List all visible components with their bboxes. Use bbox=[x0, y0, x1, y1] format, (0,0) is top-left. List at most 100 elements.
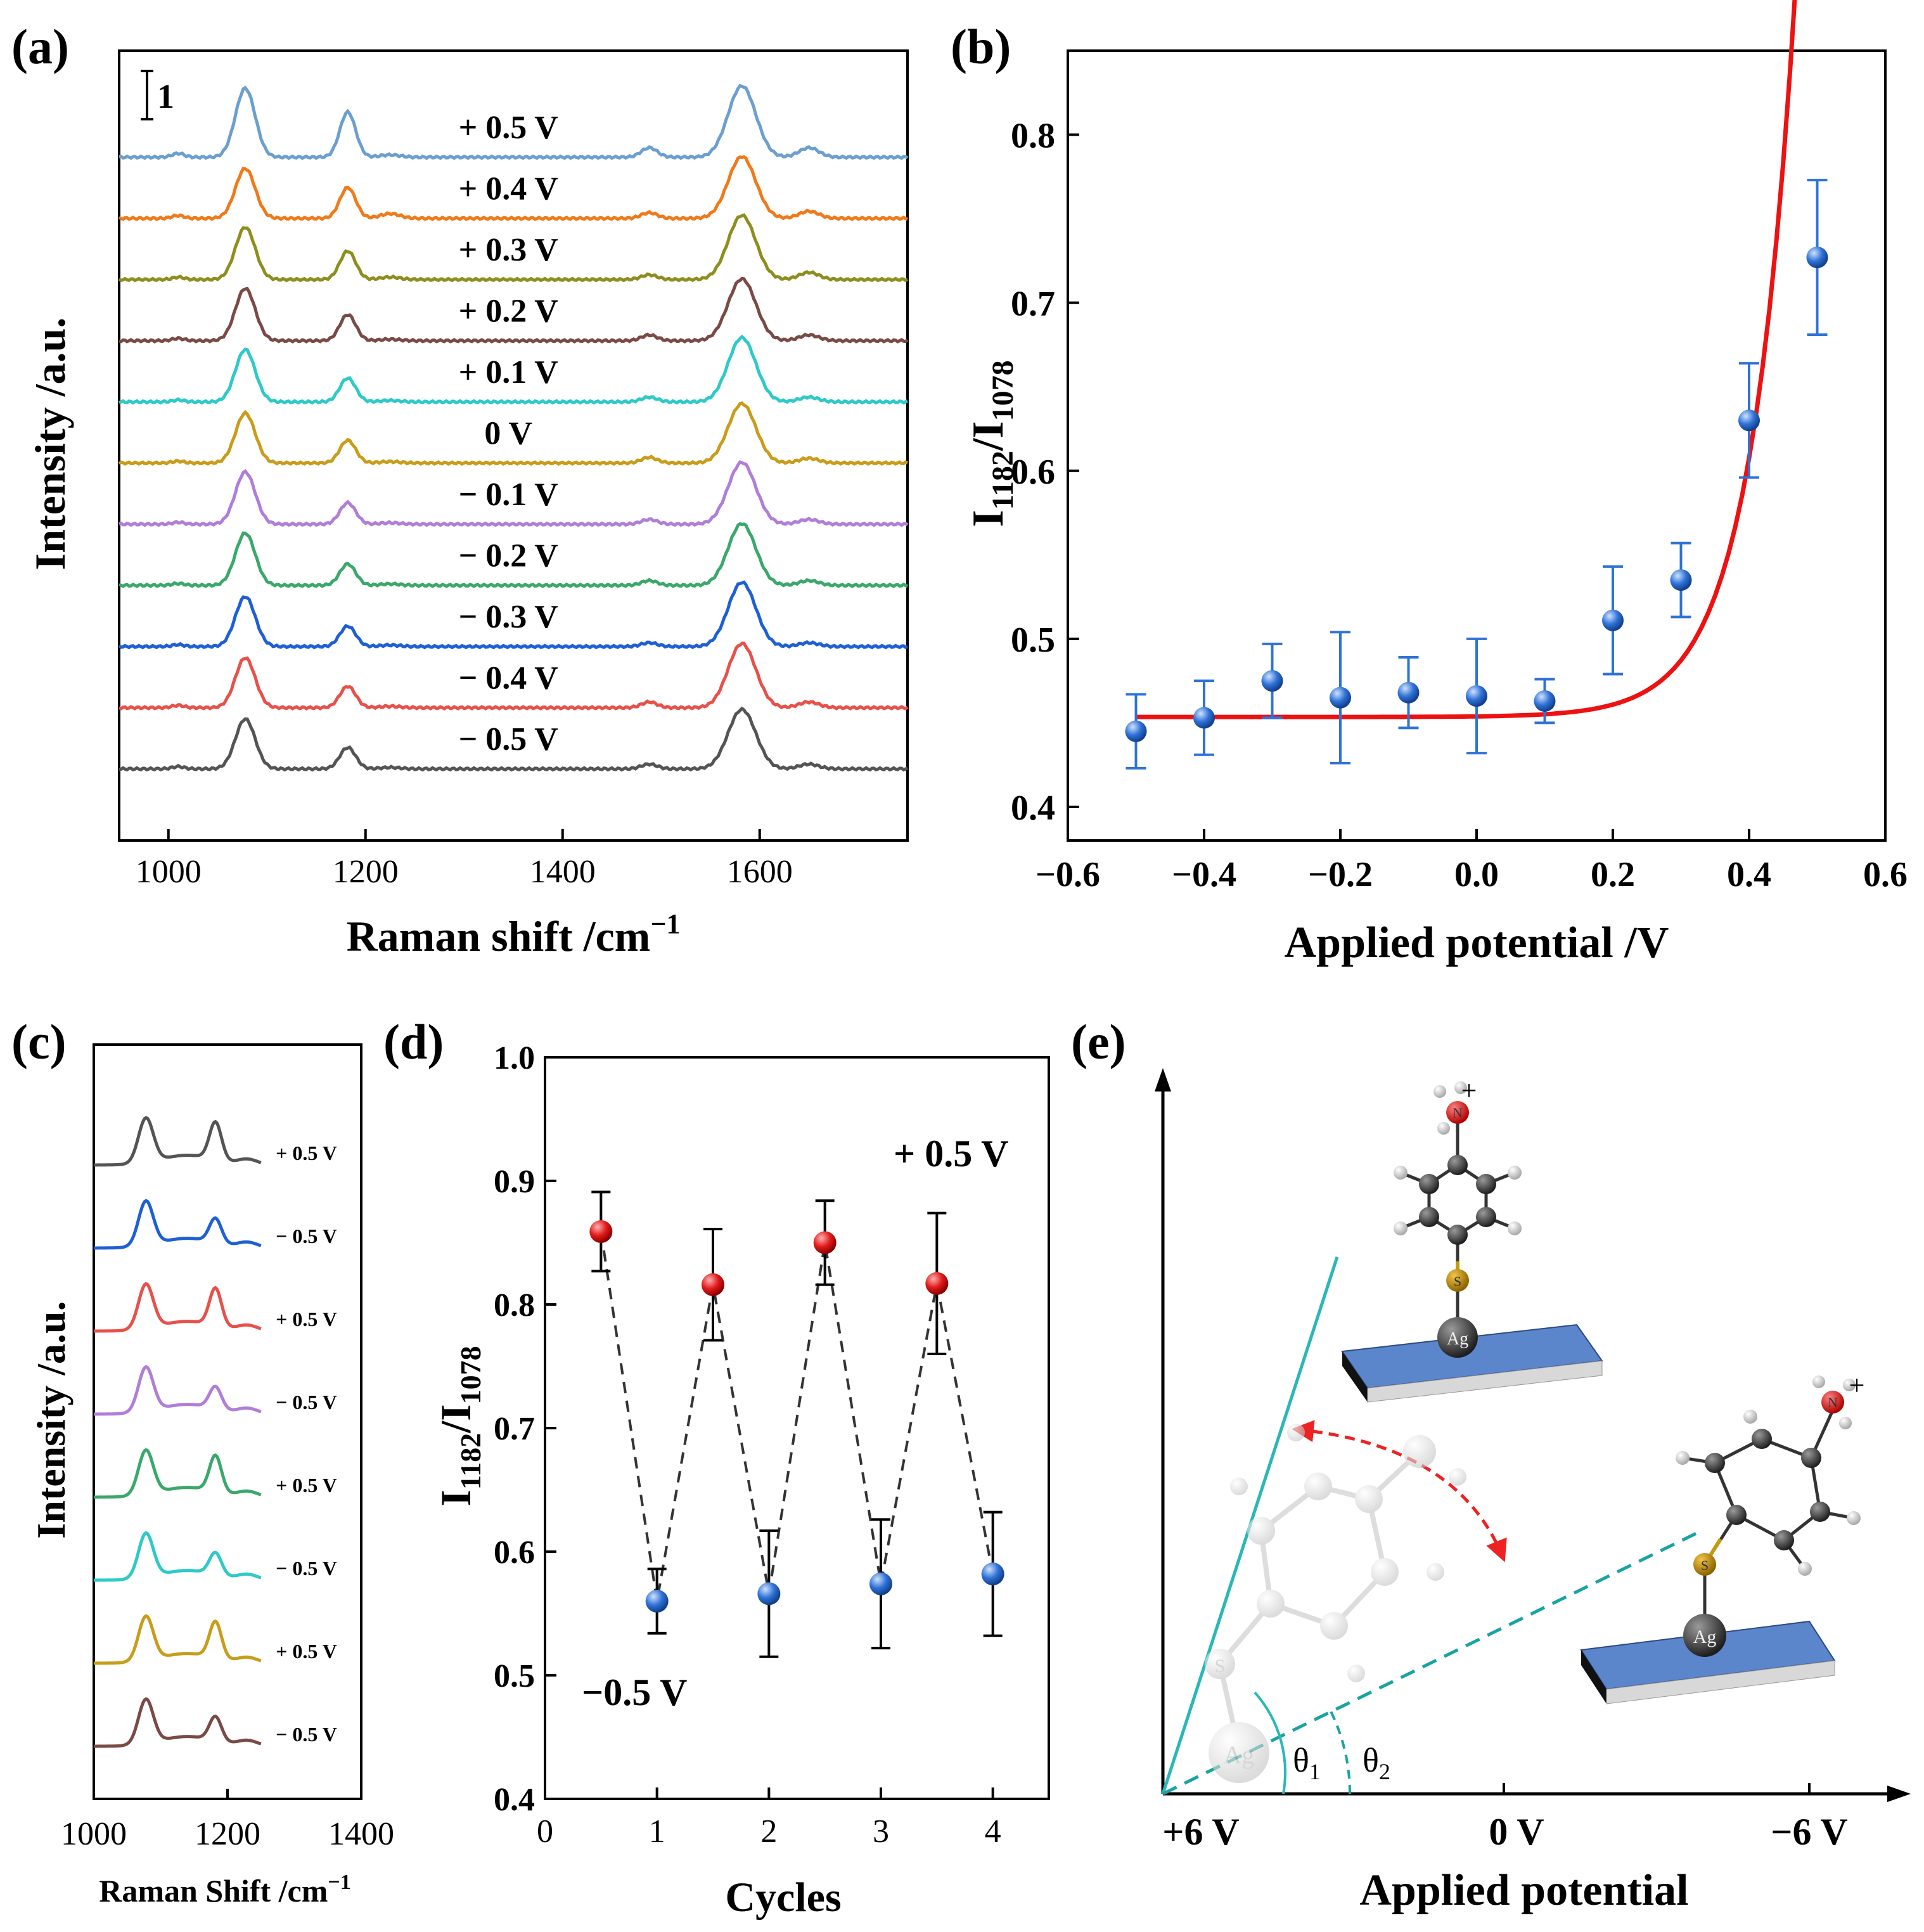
c-spectrum-label-1: − 0.5 V bbox=[276, 1225, 337, 1247]
d-ytick-label-5: 0.9 bbox=[494, 1164, 535, 1200]
spectrum-label-7: − 0.2 V bbox=[459, 538, 558, 574]
spectrum-label-10: − 0.5 V bbox=[459, 721, 558, 757]
a-xtick-label-1: 1200 bbox=[333, 854, 399, 890]
spectrum-label-0: + 0.5 V bbox=[459, 110, 558, 146]
d-data-point-7 bbox=[981, 1562, 1004, 1586]
theta1-arc bbox=[1254, 1691, 1287, 1794]
b-ytick-label-4: 0.8 bbox=[1011, 117, 1055, 156]
spectrum-label-5: 0 V bbox=[484, 416, 532, 452]
panel-label-c: (c) bbox=[11, 1014, 67, 1069]
d-data-point-2 bbox=[702, 1273, 724, 1296]
c-spectrum-label-7: − 0.5 V bbox=[276, 1723, 337, 1746]
c-spectrum-label-4: + 0.5 V bbox=[276, 1474, 337, 1497]
panel-a-spectra: + 0.5 V + 0.4 V + 0.3 V + 0.2 V + 0.1 V 0 V − … bbox=[26, 49, 909, 960]
c-spectrum-label-3: − 0.5 V bbox=[276, 1391, 337, 1414]
upright-molecule: Ag S N + bbox=[1341, 1075, 1603, 1403]
spectrum-curve-3 bbox=[119, 276, 909, 344]
panel-a-ylabel: Intensity /a.u. bbox=[26, 318, 74, 570]
b-data-point-1 bbox=[1193, 707, 1215, 729]
spectrum-curve-10 bbox=[119, 706, 909, 772]
c-spectrum-label-6: + 0.5 V bbox=[276, 1640, 337, 1663]
panel-label-b: (b) bbox=[951, 19, 1011, 74]
spectrum-curve-8 bbox=[118, 580, 908, 650]
scale-bar: 1 bbox=[141, 70, 174, 120]
upright-s-label: S bbox=[1454, 1273, 1461, 1289]
panel-d-ylabel: I1182/I1078 bbox=[432, 1346, 487, 1506]
b-data-point-10 bbox=[1806, 247, 1828, 269]
schematic-x-arrowhead bbox=[1887, 1786, 1911, 1802]
schematic-xlabel: Applied potential bbox=[1359, 1866, 1688, 1915]
ghost-s-label: S bbox=[1215, 1656, 1226, 1677]
b-xtick-label-4: 0.2 bbox=[1591, 855, 1635, 894]
tilted-molecule: Ag S N + bbox=[1580, 1370, 1864, 1704]
panel-a-xlabel: Raman shift /cm−1 bbox=[347, 908, 681, 960]
spectrum-curve-7 bbox=[119, 522, 909, 588]
c-spectrum-curve-3 bbox=[94, 1365, 262, 1416]
d-ytick-label-2: 0.6 bbox=[494, 1535, 535, 1571]
spectrum-label-4: + 0.1 V bbox=[459, 354, 558, 390]
panel-c-cycling-spectra: + 0.5 V − 0.5 V + 0.5 V − 0.5 V + 0.5 V − 0.5… bbox=[29, 1043, 394, 1909]
x-tick-minus-6v: −6 V bbox=[1771, 1811, 1847, 1853]
ghost-ag-label: Ag bbox=[1224, 1741, 1255, 1769]
d-data-point-5 bbox=[869, 1572, 892, 1595]
tilted-n-label: N bbox=[1828, 1394, 1838, 1410]
panel-d-ratio-vs-cycles: 0 1 2 3 4 0.4 0.5 0.6 0.7 0.8 0.9 1.0 + 0.5 V −0.5 … bbox=[432, 1040, 1050, 1921]
d-ytick-label-3: 0.7 bbox=[494, 1411, 535, 1447]
d-xtick-label-1: 1 bbox=[649, 1813, 665, 1850]
d-xtick-label-2: 2 bbox=[760, 1813, 777, 1850]
b-ytick-label-2: 0.6 bbox=[1011, 453, 1055, 492]
theta1-label: θ1 bbox=[1293, 1741, 1321, 1784]
spectrum-label-9: − 0.4 V bbox=[459, 660, 558, 697]
d-ytick-label-6: 1.0 bbox=[494, 1040, 535, 1076]
b-data-point-7 bbox=[1602, 609, 1624, 631]
panel-c-ylabel: Intensity /a.u. bbox=[29, 1301, 74, 1538]
d-xtick-label-3: 3 bbox=[873, 1813, 889, 1850]
spectrum-curve-9 bbox=[119, 641, 909, 711]
c-spectrum-curve-0 bbox=[94, 1116, 262, 1167]
b-data-point-2 bbox=[1261, 670, 1283, 692]
d-ytick-label-1: 0.5 bbox=[494, 1658, 535, 1694]
c-spectrum-curve-5 bbox=[94, 1531, 262, 1582]
b-ytick-label-0: 0.4 bbox=[1011, 789, 1055, 828]
panel-a-frame bbox=[118, 49, 909, 842]
fit-curve bbox=[1136, 0, 1797, 719]
panel-b-ratio-vs-potential: −0.6 −0.4 −0.2 0.0 0.2 0.4 0.60.40.50.60.70.8 … bbox=[964, 0, 1908, 967]
b-xtick-label-1: −0.4 bbox=[1172, 855, 1236, 894]
d-data-point-6 bbox=[925, 1272, 949, 1295]
panel-b-xlabel: Applied potential /V bbox=[1285, 918, 1669, 967]
spectrum-label-6: − 0.1 V bbox=[459, 477, 558, 513]
spectrum-label-1: + 0.4 V bbox=[459, 171, 558, 207]
panel-d-xlabel: Cycles bbox=[725, 1874, 841, 1921]
panel-label-d: (d) bbox=[383, 1014, 444, 1069]
annotation-minus-0-5v: −0.5 V bbox=[582, 1671, 687, 1713]
a-xtick-label-3: 1600 bbox=[727, 854, 793, 890]
spectrum-curve-0 bbox=[119, 84, 909, 160]
c-spectrum-label-5: − 0.5 V bbox=[276, 1557, 337, 1580]
theta2-arc bbox=[1330, 1711, 1352, 1794]
spectrum-curve-6 bbox=[119, 460, 909, 527]
b-xtick-label-5: 0.4 bbox=[1727, 855, 1771, 894]
a-xtick-label-0: 1000 bbox=[136, 854, 202, 890]
d-ytick-label-0: 0.4 bbox=[494, 1782, 535, 1818]
upright-plus-label: + bbox=[1461, 1075, 1477, 1106]
c-xtick-label-2: 1400 bbox=[328, 1816, 394, 1852]
annotation-plus-0-5v: + 0.5 V bbox=[894, 1133, 1008, 1175]
b-xtick-label-6: 0.6 bbox=[1863, 855, 1908, 894]
b-data-point-8 bbox=[1670, 569, 1692, 591]
a-xtick-label-2: 1400 bbox=[530, 854, 596, 890]
c-xtick-label-0: 1000 bbox=[61, 1816, 127, 1852]
x-tick-plus-6v: +6 V bbox=[1162, 1811, 1239, 1853]
spectrum-curve-4 bbox=[118, 334, 908, 405]
spectrum-curve-1 bbox=[118, 155, 908, 221]
c-spectrum-curve-7 bbox=[94, 1697, 262, 1748]
spectrum-label-2: + 0.3 V bbox=[459, 232, 558, 268]
schematic-y-arrowhead bbox=[1155, 1068, 1171, 1092]
d-ytick-label-4: 0.8 bbox=[494, 1287, 535, 1323]
d-xtick-label-4: 4 bbox=[985, 1813, 1001, 1850]
d-dashed-connector bbox=[600, 1231, 994, 1602]
c-spectrum-curve-4 bbox=[94, 1448, 262, 1499]
spectrum-curve-2 bbox=[118, 213, 908, 283]
c-spectrum-curve-2 bbox=[94, 1282, 262, 1333]
d-data-point-4 bbox=[813, 1231, 837, 1254]
